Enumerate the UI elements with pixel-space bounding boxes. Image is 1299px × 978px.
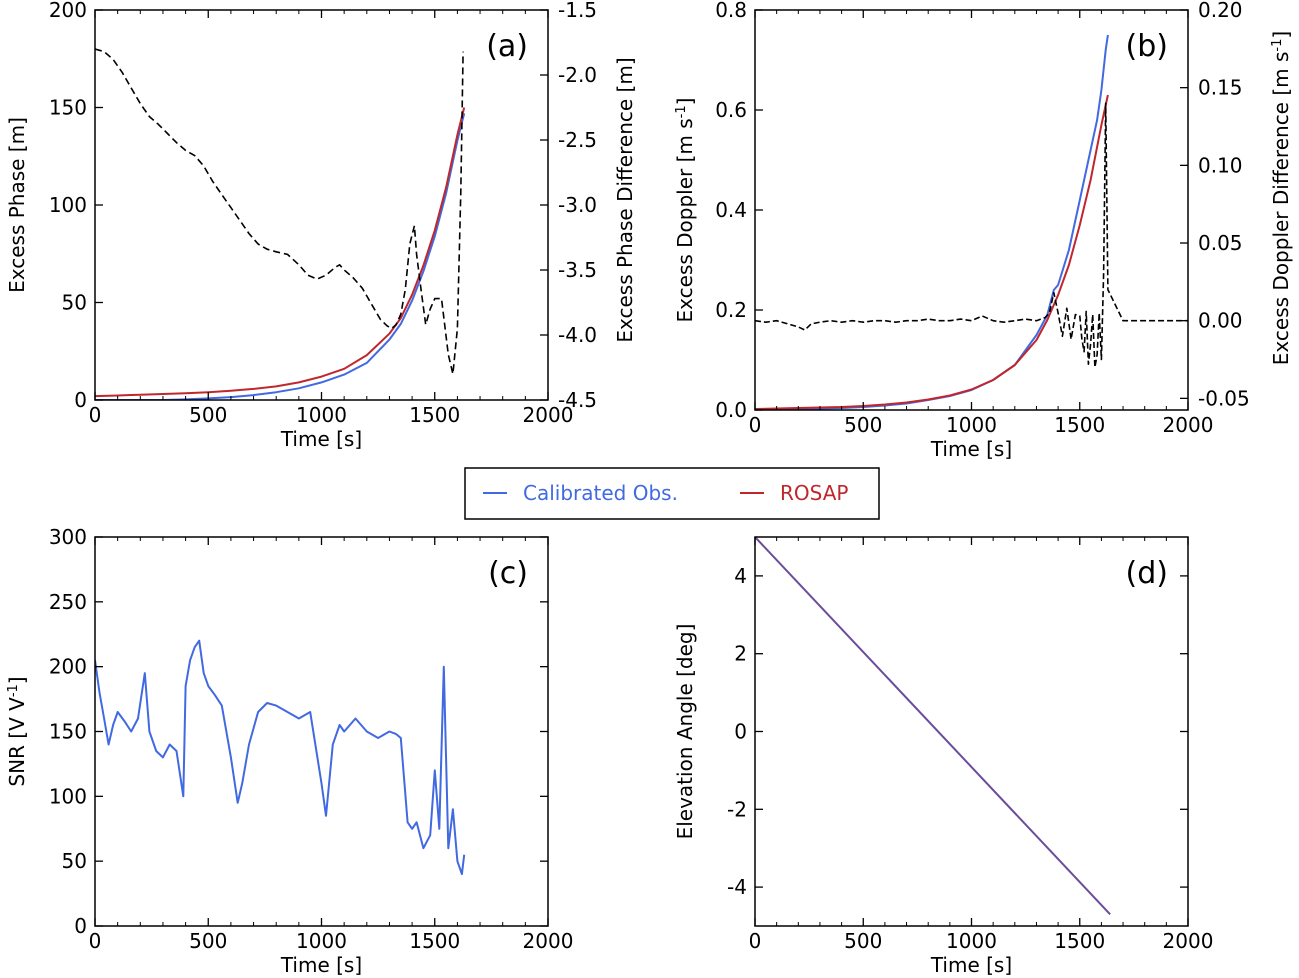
plot-frame xyxy=(754,9,1189,411)
y-tick-label: 0 xyxy=(74,914,87,938)
legend-label-calibrated: Calibrated Obs. xyxy=(523,481,678,505)
series-calibrated-obs-line xyxy=(95,639,466,876)
y-axis-label: Excess Doppler [m s-1] xyxy=(673,98,697,323)
series-group xyxy=(95,48,466,400)
x-tick-label: 2000 xyxy=(1163,929,1214,953)
panel-label: (b) xyxy=(1126,29,1168,64)
x-tick-label: 1000 xyxy=(946,929,997,953)
x-tick-label: 0 xyxy=(749,929,762,953)
y2-tick-label: 0.15 xyxy=(1198,76,1243,100)
x-axis-label: Time [s] xyxy=(930,437,1012,461)
legend: Calibrated Obs. ROSAP xyxy=(464,467,880,520)
y2-tick-label: -2.5 xyxy=(558,128,597,152)
series-rosap-line xyxy=(755,94,1109,410)
x-tick-label: 1500 xyxy=(1054,413,1105,437)
x-tick-label: 2000 xyxy=(1163,413,1214,437)
y-tick-label: 200 xyxy=(49,655,87,679)
y-tick-label: 0 xyxy=(74,388,87,412)
y-tick-label: 4 xyxy=(734,564,747,588)
y2-tick-label: 0.20 xyxy=(1198,0,1243,22)
series-calibrated-obs-line xyxy=(95,113,466,400)
series-elevation-line xyxy=(755,537,1111,915)
legend-label-rosap: ROSAP xyxy=(780,481,848,505)
series-excess-phase-difference-line xyxy=(95,48,464,375)
y-tick-label: 0.6 xyxy=(715,98,747,122)
x-tick-label: 1500 xyxy=(409,403,460,427)
y-tick-label: 150 xyxy=(49,96,87,120)
x-tick-label: 500 xyxy=(844,413,882,437)
y-tick-label: 0.2 xyxy=(715,298,747,322)
x-tick-label: 0 xyxy=(89,929,102,953)
x-tick-label: 1000 xyxy=(296,929,347,953)
y-tick-label: -4 xyxy=(727,875,747,899)
y-tick-label: 100 xyxy=(49,193,87,217)
x-axis-label: Time [s] xyxy=(280,427,362,451)
y-tick-label: 250 xyxy=(49,590,87,614)
x-tick-label: 1500 xyxy=(409,929,460,953)
x-tick-label: 0 xyxy=(89,403,102,427)
y-tick-label: 200 xyxy=(49,0,87,22)
series-calibrated-obs-line xyxy=(755,34,1109,410)
panel-b: 0 500 1000 1500 2000 0.0 0.2 0.4 0.6 0.8 -0.05 0.00… xyxy=(673,0,1293,461)
y-tick-label: 150 xyxy=(49,720,87,744)
y-axis-label: Excess Phase [m] xyxy=(5,117,29,293)
y-axis-label: Elevation Angle [deg] xyxy=(673,624,697,840)
x-tick-label: 0 xyxy=(749,413,762,437)
y2-tick-label: -2.0 xyxy=(558,63,597,87)
y2-tick-label: 0.10 xyxy=(1198,153,1243,177)
y-tick-label: -2 xyxy=(727,797,747,821)
y-tick-label: 100 xyxy=(49,784,87,808)
x-tick-label: 2000 xyxy=(523,929,574,953)
panel-d: 0 500 1000 1500 2000 -4 -2 0 2 4 Time [s] Elevation… xyxy=(673,536,1214,977)
panel-a: 0 500 1000 1500 2000 0 50 100 150 200 -4.5 -4.0 -3.5… xyxy=(5,0,637,451)
series-group xyxy=(755,537,1111,915)
y-tick-label: 300 xyxy=(49,525,87,549)
x-tick-label: 500 xyxy=(189,929,227,953)
y-tick-label: 0.0 xyxy=(715,398,747,422)
x-tick-label: 2000 xyxy=(523,403,574,427)
x-tick-label: 500 xyxy=(189,403,227,427)
y2-tick-label: -3.0 xyxy=(558,193,597,217)
y2-tick-label: -3.5 xyxy=(558,258,597,282)
series-rosap-line xyxy=(95,107,466,398)
x-tick-label: 1000 xyxy=(296,403,347,427)
plot-frame xyxy=(754,536,1189,927)
y-tick-label: 2 xyxy=(734,642,747,666)
y2-tick-label: -4.5 xyxy=(558,388,597,412)
panel-label: (a) xyxy=(486,29,528,64)
y-tick-label: 50 xyxy=(62,849,87,873)
panel-label: (d) xyxy=(1126,556,1168,591)
x-tick-label: 1500 xyxy=(1054,929,1105,953)
y2-axis-label: Excess Doppler Difference [m s-1] xyxy=(1269,31,1293,365)
x-axis-label: Time [s] xyxy=(280,953,362,977)
y-tick-label: 50 xyxy=(62,291,87,315)
x-tick-label: 500 xyxy=(844,929,882,953)
y2-tick-label: -0.05 xyxy=(1198,386,1250,410)
plot-frame xyxy=(94,536,549,927)
y2-axis-label: Excess Phase Difference [m] xyxy=(613,57,637,342)
y2-tick-label: 0.05 xyxy=(1198,231,1243,255)
series-group xyxy=(755,34,1188,410)
y2-tick-label: 0.00 xyxy=(1198,309,1243,333)
panel-label: (c) xyxy=(488,556,528,591)
legend-box xyxy=(464,467,880,520)
y-tick-label: 0 xyxy=(734,720,747,744)
y2-tick-label: -1.5 xyxy=(558,0,597,22)
x-tick-label: 1000 xyxy=(946,413,997,437)
y-tick-label: 0.4 xyxy=(715,198,747,222)
y-tick-label: 0.8 xyxy=(715,0,747,22)
plot-frame xyxy=(94,9,549,401)
panel-c: 0 500 1000 1500 2000 0 50 100 150 200 250 300 Time [… xyxy=(5,525,573,977)
series-excess-doppler-difference-line xyxy=(755,102,1188,369)
series-group xyxy=(95,639,466,876)
y2-tick-label: -4.0 xyxy=(558,323,597,347)
y-axis-label: SNR [V V-1] xyxy=(5,676,29,786)
x-axis-label: Time [s] xyxy=(930,953,1012,977)
